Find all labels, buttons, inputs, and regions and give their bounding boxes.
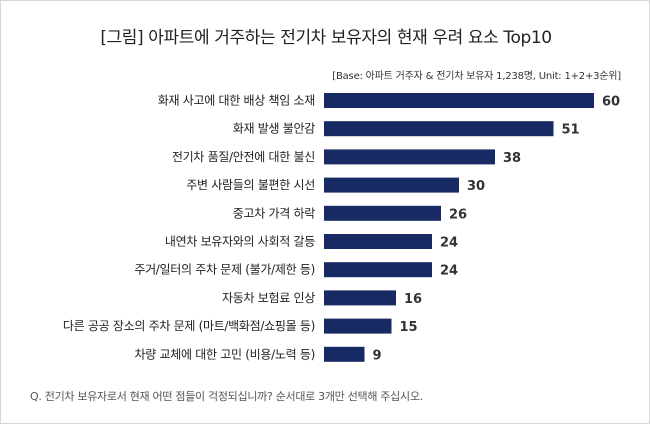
category-label: 전기차 품질/안전에 대한 불신 bbox=[172, 150, 315, 164]
category-label: 주변 사람들의 불편한 시선 bbox=[186, 178, 315, 192]
category-label: 중고차 가격 하락 bbox=[233, 206, 315, 220]
bar bbox=[324, 149, 495, 165]
value-label: 15 bbox=[400, 320, 418, 335]
bar bbox=[324, 93, 594, 108]
value-label: 30 bbox=[467, 179, 485, 194]
bar bbox=[324, 205, 441, 221]
category-label: 자동차 보험료 인상 bbox=[222, 291, 315, 305]
category-label: 화재 사고에 대한 배상 책임 소재 bbox=[158, 93, 315, 108]
bar bbox=[324, 318, 392, 334]
value-label: 24 bbox=[440, 236, 458, 251]
bar bbox=[324, 121, 554, 137]
survey-question-footnote: Q. 전기차 보유자로서 현재 어떤 점들이 걱정되십니까? 순서대로 3개만 … bbox=[30, 390, 423, 403]
bar bbox=[324, 346, 365, 362]
chart-title: [그림] 아파트에 거주하는 전기차 보유자의 현재 우려 요소 Top10 bbox=[100, 28, 552, 48]
bar bbox=[324, 234, 432, 249]
category-label: 주거/일터의 주차 문제 (불가/제한 등) bbox=[134, 263, 315, 277]
bar bbox=[324, 290, 396, 306]
category-label: 차량 교체에 대한 고민 (비용/노력 등) bbox=[135, 347, 315, 361]
category-label: 내연차 보유자와의 사회적 갈등 bbox=[165, 235, 315, 249]
value-label: 16 bbox=[404, 292, 422, 307]
value-label: 38 bbox=[503, 151, 521, 166]
base-note: [Base: 아파트 거주자 & 전기차 보유자 1,238명, Unit: 1… bbox=[332, 71, 621, 82]
value-label: 60 bbox=[602, 95, 620, 110]
value-label: 26 bbox=[449, 207, 467, 222]
value-label: 9 bbox=[373, 348, 382, 363]
value-label: 24 bbox=[440, 264, 458, 279]
value-label: 51 bbox=[562, 123, 580, 138]
category-label: 다른 공공 장소의 주차 문제 (마트/백화점/쇼핑몰 등) bbox=[63, 319, 315, 333]
bar bbox=[324, 262, 432, 278]
bar bbox=[324, 177, 459, 193]
category-label: 화재 발생 불안감 bbox=[233, 122, 315, 136]
